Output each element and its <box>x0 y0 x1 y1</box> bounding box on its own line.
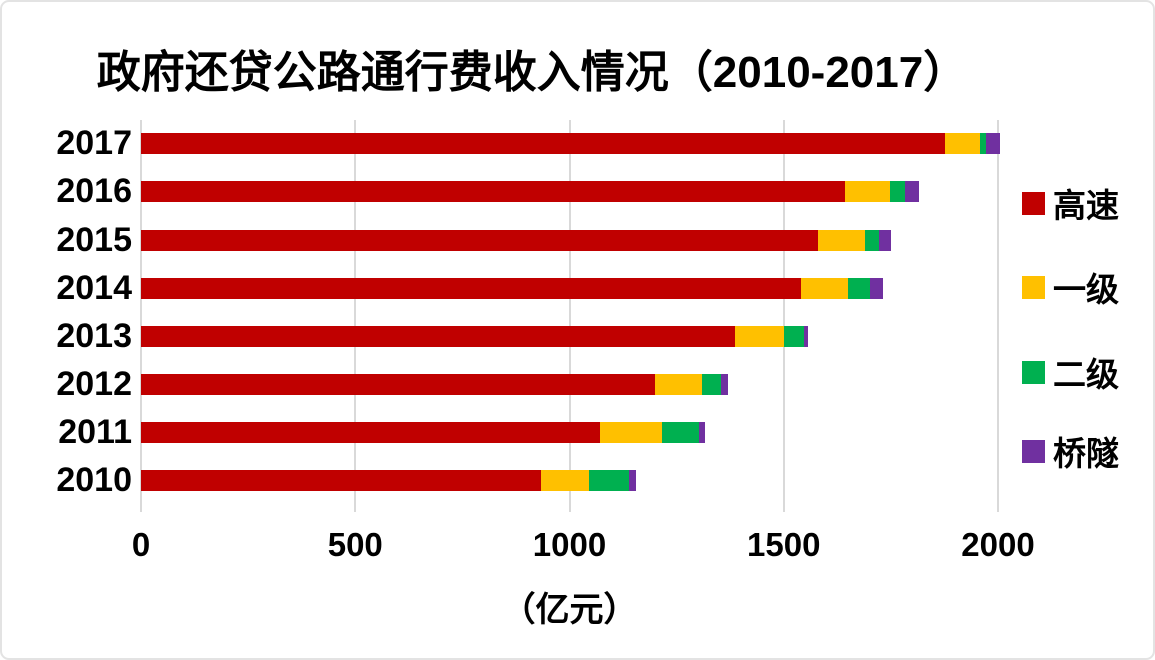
bar-segment-一级 <box>945 133 980 155</box>
bar-row-2012 <box>141 373 728 395</box>
bar-segment-高速 <box>141 325 735 347</box>
y-axis-label: 2016 <box>56 172 132 211</box>
bar-row-2013 <box>141 325 808 347</box>
plot-area <box>140 120 1001 512</box>
x-axis-title: （亿元） <box>501 591 638 629</box>
legend-item-桥隧: 桥隧 <box>1022 427 1119 475</box>
legend-label: 高速 <box>1053 187 1119 224</box>
bar-row-2011 <box>141 421 705 443</box>
bar-segment-二级 <box>890 181 905 203</box>
y-axis-label: 2015 <box>56 220 132 259</box>
legend-swatch-icon <box>1022 275 1045 299</box>
legend-item-一级: 一级 <box>1022 263 1119 311</box>
bar-segment-桥隧 <box>803 325 808 347</box>
bar-segment-高速 <box>141 181 846 203</box>
bar-segment-一级 <box>800 277 848 299</box>
bar-segment-一级 <box>734 325 784 347</box>
bar-segment-二级 <box>702 373 722 395</box>
bar-segment-桥隧 <box>879 229 892 251</box>
y-axis-label: 2017 <box>56 124 132 163</box>
bar-segment-桥隧 <box>698 421 705 443</box>
bar-segment-二级 <box>589 470 630 491</box>
bar-row-2014 <box>141 277 884 299</box>
bar-row-2017 <box>141 133 1001 155</box>
y-axis-label: 2010 <box>56 461 132 499</box>
legend-swatch-icon <box>1022 360 1045 384</box>
y-axis-label: 2012 <box>56 364 132 403</box>
bar-segment-二级 <box>783 325 804 347</box>
bar-segment-高速 <box>141 133 946 155</box>
gridline-1000 <box>568 120 571 512</box>
x-axis-tick: 1500 <box>747 526 821 563</box>
legend-item-二级: 二级 <box>1022 348 1119 396</box>
x-axis-tick: 0 <box>131 526 151 563</box>
legend-label: 二级 <box>1053 356 1119 393</box>
bar-segment-一级 <box>818 229 866 251</box>
bar-segment-桥隧 <box>721 373 728 395</box>
bar-segment-高速 <box>141 373 656 395</box>
y-axis-label: 2014 <box>56 268 132 307</box>
gridline-1500 <box>782 120 785 512</box>
bar-segment-二级 <box>979 133 986 155</box>
bar-segment-桥隧 <box>985 133 1001 155</box>
bar-segment-桥隧 <box>870 277 884 299</box>
gridline-0 <box>140 120 142 512</box>
x-axis-tick: 2000 <box>961 526 1035 563</box>
x-axis-tick: 1000 <box>532 526 607 563</box>
legend-label: 一级 <box>1053 271 1119 308</box>
bar-segment-二级 <box>848 277 871 299</box>
bar-segment-高速 <box>141 470 541 491</box>
bar-segment-桥隧 <box>629 470 636 491</box>
bar-row-2016 <box>141 181 920 203</box>
bar-segment-二级 <box>865 229 880 251</box>
bar-segment-桥隧 <box>904 181 920 203</box>
chart-title: 政府还贷公路通行费收入情况（2010-2017） <box>96 48 968 97</box>
y-axis-label: 2011 <box>58 412 132 451</box>
bar-segment-一级 <box>845 181 890 203</box>
bar-segment-高速 <box>141 421 600 443</box>
bar-row-2010 <box>141 470 636 491</box>
legend-swatch-icon <box>1022 191 1045 215</box>
bar-row-2015 <box>141 229 892 251</box>
y-axis-label: 2013 <box>56 316 132 355</box>
x-axis-tick: 500 <box>327 526 383 563</box>
gridline-2000 <box>997 120 999 512</box>
bar-segment-一级 <box>599 421 663 443</box>
bar-segment-高速 <box>141 277 801 299</box>
legend-label: 桥隧 <box>1053 435 1119 472</box>
bar-segment-二级 <box>662 421 699 443</box>
bar-segment-一级 <box>540 470 590 491</box>
legend-item-高速: 高速 <box>1022 179 1119 227</box>
gridline-500 <box>354 120 357 512</box>
bar-segment-一级 <box>655 373 703 395</box>
bar-segment-高速 <box>141 229 819 251</box>
legend-swatch-icon <box>1022 439 1045 463</box>
